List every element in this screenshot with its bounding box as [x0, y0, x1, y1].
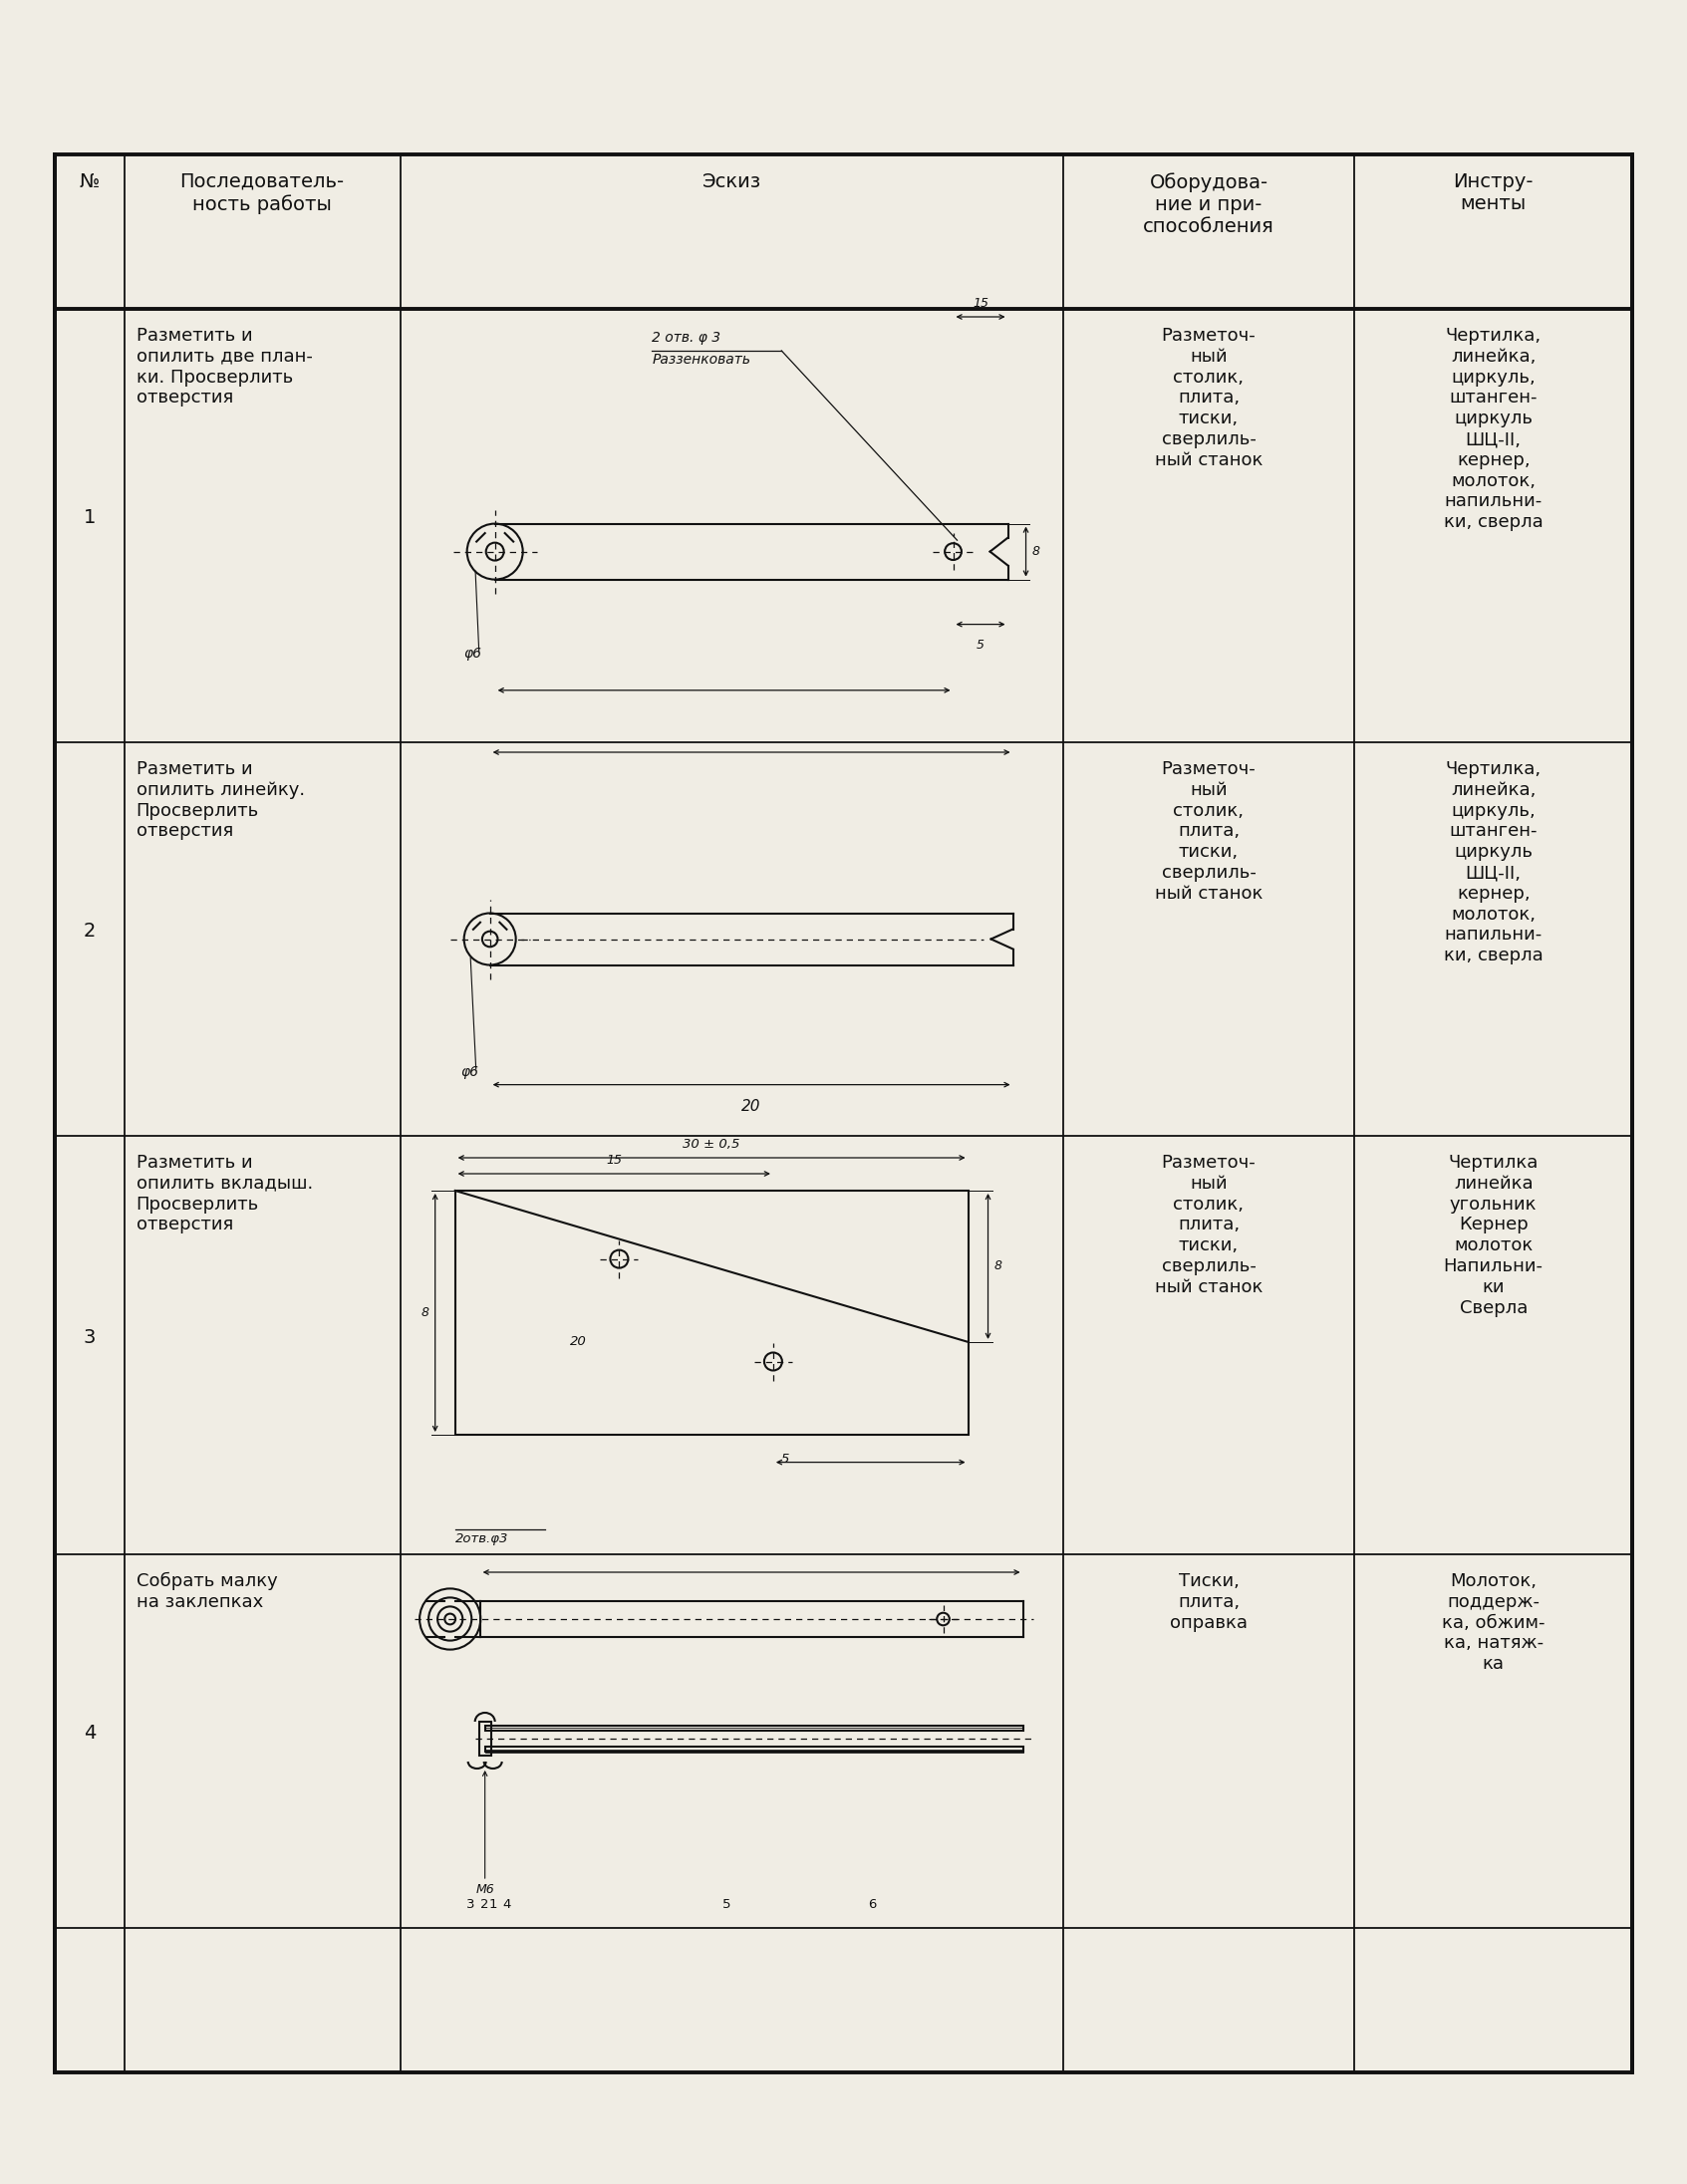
Text: Последователь-
ность работы: Последователь- ность работы — [181, 173, 344, 214]
Text: Раззенковать: Раззенковать — [651, 352, 751, 367]
Text: Разметоч-
ный
столик,
плита,
тиски,
сверлиль-
ный станок: Разметоч- ный столик, плита, тиски, свер… — [1154, 328, 1262, 470]
Text: Эскиз: Эскиз — [702, 173, 761, 192]
Text: 1: 1 — [489, 1898, 498, 1911]
Bar — [479, 1721, 491, 1756]
Text: М6: М6 — [476, 1883, 494, 1896]
Text: 8: 8 — [1032, 546, 1039, 559]
Text: 2отв.φ3: 2отв.φ3 — [455, 1533, 508, 1546]
Text: 5: 5 — [722, 1898, 730, 1911]
Text: Разметоч-
ный
столик,
плита,
тиски,
сверлиль-
ный станок: Разметоч- ный столик, плита, тиски, свер… — [1154, 760, 1262, 902]
Text: 1: 1 — [83, 509, 96, 526]
Text: Разметоч-
ный
столик,
плита,
тиски,
сверлиль-
ный станок: Разметоч- ный столик, плита, тиски, свер… — [1154, 1153, 1262, 1295]
Text: 3: 3 — [83, 1328, 96, 1348]
Text: φ6: φ6 — [464, 646, 482, 662]
Text: 3: 3 — [467, 1898, 476, 1911]
Text: 30 ± 0,5: 30 ± 0,5 — [683, 1138, 741, 1151]
Bar — [484, 1747, 1022, 1752]
Text: Инстру-
менты: Инстру- менты — [1453, 173, 1533, 214]
Text: 15: 15 — [606, 1153, 623, 1166]
Text: 4: 4 — [83, 1723, 96, 1743]
Text: 4: 4 — [503, 1898, 511, 1911]
Text: 6: 6 — [869, 1898, 877, 1911]
Bar — [54, 155, 1633, 2073]
Text: Тиски,
плита,
оправка: Тиски, плита, оправка — [1169, 1572, 1247, 1631]
Text: 8: 8 — [422, 1306, 428, 1319]
Text: 20: 20 — [742, 1099, 761, 1114]
Text: №: № — [79, 173, 100, 192]
Text: 2 отв. φ 3: 2 отв. φ 3 — [651, 330, 720, 345]
Text: Разметить и
опилить вкладыш.
Просверлить
отверстия: Разметить и опилить вкладыш. Просверлить… — [137, 1153, 312, 1234]
Text: 5: 5 — [781, 1452, 790, 1465]
Text: 15: 15 — [973, 297, 989, 310]
Text: 2: 2 — [83, 922, 96, 941]
Text: Чертилка
линейка
угольник
Кернер
молоток
Напильни-
ки
Сверла: Чертилка линейка угольник Кернер молоток… — [1444, 1153, 1544, 1317]
Text: Собрать малку
на заклепках: Собрать малку на заклепках — [137, 1572, 277, 1612]
Text: 8: 8 — [994, 1260, 1002, 1273]
Text: Оборудова-
ние и при-
способления: Оборудова- ние и при- способления — [1144, 173, 1274, 236]
Text: φ6: φ6 — [461, 1066, 479, 1079]
Text: Разметить и
опилить линейку.
Просверлить
отверстия: Разметить и опилить линейку. Просверлить… — [137, 760, 305, 841]
Text: Чертилка,
линейка,
циркуль,
штанген-
циркуль
ШЦ-II,
кернер,
молоток,
напильни-
к: Чертилка, линейка, циркуль, штанген- цир… — [1444, 760, 1544, 965]
Bar — [455, 1190, 968, 1435]
Text: Разметить и
опилить две план-
ки. Просверлить
отверстия: Разметить и опилить две план- ки. Просве… — [137, 328, 312, 406]
Text: Молоток,
поддерж-
ка, обжим-
ка, натяж-
ка: Молоток, поддерж- ка, обжим- ка, натяж- … — [1442, 1572, 1545, 1673]
Text: 5: 5 — [977, 638, 985, 651]
Text: 20: 20 — [570, 1334, 587, 1348]
Text: Чертилка,
линейка,
циркуль,
штанген-
циркуль
ШЦ-II,
кернер,
молоток,
напильни-
к: Чертилка, линейка, циркуль, штанген- цир… — [1444, 328, 1544, 531]
Bar — [484, 1725, 1022, 1730]
Text: 2: 2 — [481, 1898, 489, 1911]
